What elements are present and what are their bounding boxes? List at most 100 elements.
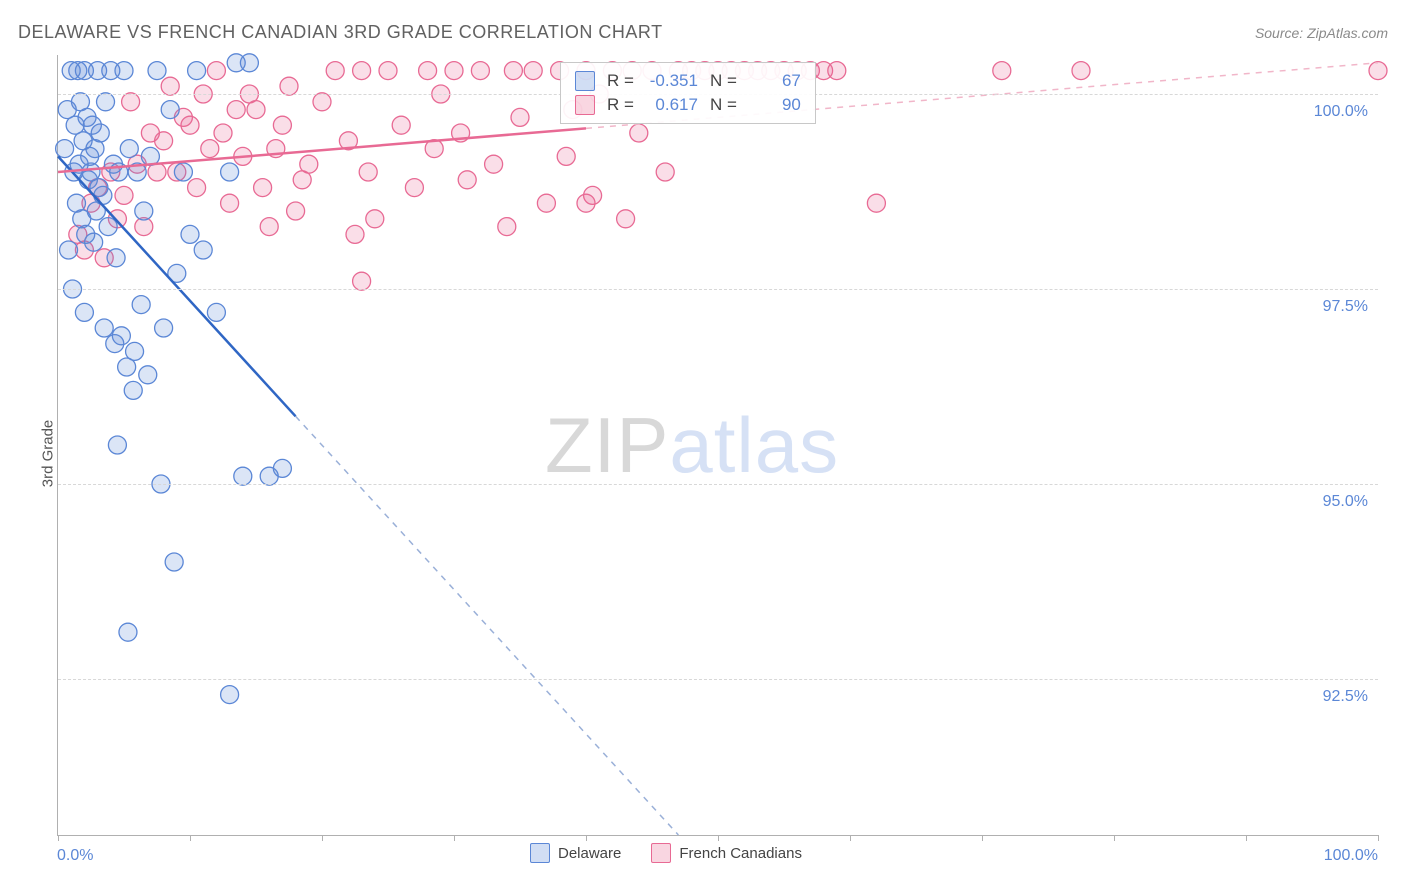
point-french <box>867 194 885 212</box>
point-delaware <box>95 319 113 337</box>
point-french <box>630 124 648 142</box>
point-french <box>504 62 522 80</box>
corr-swatch-blue <box>575 71 595 91</box>
point-french <box>577 194 595 212</box>
point-delaware <box>207 303 225 321</box>
legend-item-delaware: Delaware <box>530 843 621 863</box>
corr-r-label-2: R = <box>607 95 634 115</box>
corr-n-label-2: N = <box>710 95 737 115</box>
point-french <box>379 62 397 80</box>
point-french <box>458 171 476 189</box>
point-french <box>313 93 331 111</box>
point-french <box>366 210 384 228</box>
correlation-row-delaware: R = -0.351 N = 67 <box>575 69 801 93</box>
y-tick-label: 95.0% <box>1323 493 1368 511</box>
x-axis-max-label: 100.0% <box>1324 847 1378 865</box>
point-delaware <box>139 366 157 384</box>
point-delaware <box>126 342 144 360</box>
point-delaware <box>135 202 153 220</box>
point-delaware <box>75 303 93 321</box>
chart-title: DELAWARE VS FRENCH CANADIAN 3RD GRADE CO… <box>18 22 663 43</box>
point-french <box>115 186 133 204</box>
point-delaware <box>94 186 112 204</box>
point-french <box>537 194 555 212</box>
point-delaware <box>273 459 291 477</box>
point-french <box>1072 62 1090 80</box>
point-delaware <box>120 140 138 158</box>
point-delaware <box>119 623 137 641</box>
correlation-row-french: R = 0.617 N = 90 <box>575 93 801 117</box>
point-french <box>280 77 298 95</box>
point-french <box>227 101 245 119</box>
point-french <box>161 77 179 95</box>
point-delaware <box>161 101 179 119</box>
point-delaware <box>97 93 115 111</box>
gridline-h <box>58 484 1378 485</box>
point-delaware <box>234 467 252 485</box>
point-french <box>485 155 503 173</box>
point-french <box>828 62 846 80</box>
point-french <box>445 62 463 80</box>
x-tick <box>454 835 455 841</box>
trend-line-dashed <box>296 416 679 835</box>
legend-swatch-blue <box>530 843 550 863</box>
legend-item-french: French Canadians <box>651 843 802 863</box>
x-tick <box>718 835 719 841</box>
point-delaware <box>107 249 125 267</box>
corr-r-value-1: -0.351 <box>646 71 698 91</box>
gridline-h <box>58 679 1378 680</box>
point-delaware <box>221 163 239 181</box>
scatter-canvas <box>58 55 1378 835</box>
y-tick-label: 92.5% <box>1323 688 1368 706</box>
x-tick <box>982 835 983 841</box>
x-tick <box>190 835 191 841</box>
point-french <box>524 62 542 80</box>
point-delaware <box>56 140 74 158</box>
plot-area: 92.5%95.0%97.5%100.0% <box>57 55 1378 836</box>
point-french <box>155 132 173 150</box>
point-delaware <box>132 296 150 314</box>
x-tick <box>58 835 59 841</box>
x-tick <box>1378 835 1379 841</box>
corr-r-label-1: R = <box>607 71 634 91</box>
point-french <box>557 147 575 165</box>
x-tick <box>586 835 587 841</box>
point-french <box>188 179 206 197</box>
point-delaware <box>91 124 109 142</box>
point-french <box>617 210 635 228</box>
point-delaware <box>85 233 103 251</box>
point-french <box>221 194 239 212</box>
point-french <box>326 62 344 80</box>
source-attribution: Source: ZipAtlas.com <box>1255 25 1388 41</box>
point-delaware <box>148 62 166 80</box>
point-french <box>353 272 371 290</box>
point-delaware <box>221 686 239 704</box>
point-delaware <box>194 241 212 259</box>
point-delaware <box>115 62 133 80</box>
point-french <box>207 62 225 80</box>
point-french <box>353 62 371 80</box>
x-tick <box>850 835 851 841</box>
point-french <box>511 108 529 126</box>
point-french <box>656 163 674 181</box>
correlation-box: R = -0.351 N = 67 R = 0.617 N = 90 <box>560 62 816 124</box>
point-delaware <box>181 225 199 243</box>
point-french <box>201 140 219 158</box>
point-delaware <box>165 553 183 571</box>
corr-swatch-pink <box>575 95 595 115</box>
point-delaware <box>174 163 192 181</box>
x-tick <box>322 835 323 841</box>
point-french <box>293 171 311 189</box>
y-axis-title: 3rd Grade <box>39 420 56 488</box>
point-french <box>392 116 410 134</box>
point-delaware <box>108 436 126 454</box>
point-french <box>405 179 423 197</box>
corr-n-value-2: 90 <box>749 95 801 115</box>
point-french <box>346 225 364 243</box>
x-axis-min-label: 0.0% <box>57 847 93 865</box>
point-french <box>498 218 516 236</box>
point-delaware <box>188 62 206 80</box>
point-delaware <box>106 335 124 353</box>
x-tick <box>1246 835 1247 841</box>
corr-n-value-1: 67 <box>749 71 801 91</box>
